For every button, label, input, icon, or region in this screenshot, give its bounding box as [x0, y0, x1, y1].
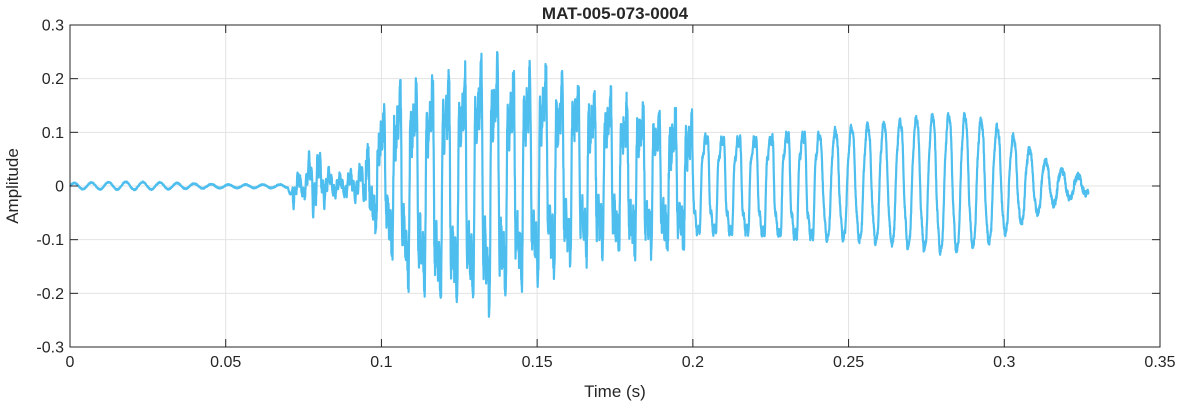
y-tick-label: 0.1 [42, 125, 64, 142]
y-axis-label: Amplitude [3, 148, 22, 224]
amplitude-series-line [69, 50, 1090, 318]
y-tick-label: -0.3 [36, 340, 64, 357]
x-axis-label: Time (s) [584, 382, 646, 401]
y-tick-label: 0.2 [42, 71, 64, 88]
plot-area [69, 50, 1090, 318]
y-tick-label: -0.1 [36, 232, 64, 249]
y-tick-label: -0.2 [36, 286, 64, 303]
x-tick-label: 0 [66, 354, 75, 371]
y-tick-labels: -0.3 -0.2 -0.1 0 0.1 0.2 0.3 [36, 18, 64, 357]
x-tick-label: 0.1 [370, 354, 392, 371]
tick-marks [69, 24, 1161, 348]
x-tick-label: 0.05 [210, 354, 241, 371]
x-tick-label: 0.2 [682, 354, 704, 371]
y-tick-label: 0 [55, 179, 64, 196]
x-tick-labels: 0 0.05 0.1 0.15 0.2 0.25 0.3 0.35 [66, 354, 1176, 371]
x-tick-label: 0.15 [522, 354, 553, 371]
chart-title: MAT-005-073-0004 [542, 4, 689, 23]
x-tick-label: 0.25 [833, 354, 864, 371]
y-tick-label: 0.3 [42, 18, 64, 35]
x-tick-label: 0.35 [1144, 354, 1175, 371]
x-tick-label: 0.3 [993, 354, 1015, 371]
